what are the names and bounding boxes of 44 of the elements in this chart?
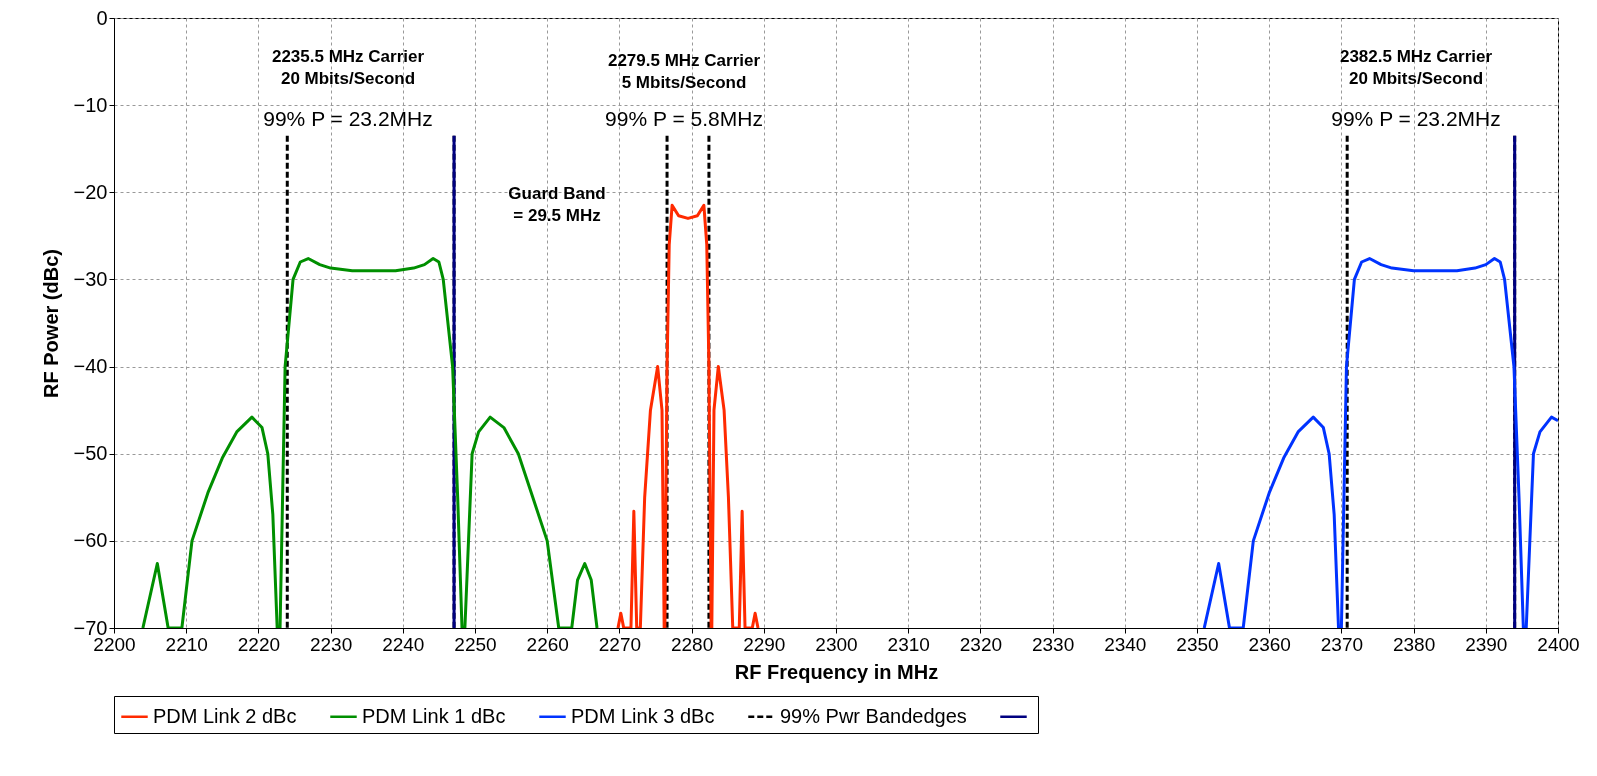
legend-label: PDM Link 1 dBc <box>362 704 506 727</box>
y-tick-label: −50 <box>73 442 108 465</box>
x-axis-title: RF Frequency in MHz <box>734 660 939 683</box>
x-tick-label: 2350 <box>1176 633 1219 655</box>
y-tick-label: 0 <box>96 6 108 29</box>
x-tick-label: 2370 <box>1320 633 1364 655</box>
annotation: 99% P = 5.8MHz <box>605 107 763 130</box>
y-tick-label: −40 <box>73 355 108 378</box>
y-tick-label: −60 <box>73 529 108 552</box>
x-tick-label: 2380 <box>1392 633 1436 655</box>
x-tick-label: 2260 <box>526 633 569 655</box>
annotation: 99% P = 23.2MHz <box>1331 107 1501 130</box>
y-tick-label: −10 <box>73 93 108 116</box>
x-tick-label: 2230 <box>309 633 353 655</box>
x-tick-label: 2290 <box>743 633 786 655</box>
x-tick-label: 2300 <box>815 633 858 655</box>
annotation: 99% P = 23.2MHz <box>263 107 433 130</box>
x-tick-label: 2240 <box>382 633 425 655</box>
x-tick-label: 2250 <box>454 633 497 655</box>
x-tick-label: 2280 <box>670 633 714 655</box>
annotation: 2235.5 MHz Carrier 20 Mbits/Second <box>271 47 425 88</box>
annotation: 2279.5 MHz Carrier 5 Mbits/Second <box>607 51 761 92</box>
line-series <box>616 203 760 628</box>
y-tick-label: −70 <box>73 616 108 639</box>
annotation: 2382.5 MHz Carrier 20 Mbits/Second <box>1339 47 1493 88</box>
line-series <box>141 257 599 628</box>
line-series <box>1202 257 1558 628</box>
y-tick-label: −30 <box>73 267 108 290</box>
x-tick-label: 2310 <box>887 633 930 655</box>
legend-label: 99% Pwr Bandedges <box>780 704 967 727</box>
x-tick-label: 2400 <box>1537 633 1580 655</box>
x-tick-label: 2360 <box>1248 633 1291 655</box>
y-tick-label: −20 <box>73 180 108 203</box>
x-tick-label: 2220 <box>237 633 281 655</box>
x-tick-label: 2320 <box>959 633 1003 655</box>
y-axis-title: RF Power (dBc) <box>39 249 62 398</box>
annotation: Guard Band = 29.5 MHz <box>508 184 606 225</box>
legend-label: PDM Link 2 dBc <box>153 704 297 727</box>
legend-label: PDM Link 3 dBc <box>571 704 715 727</box>
x-tick-label: 2340 <box>1104 633 1147 655</box>
x-tick-label: 2270 <box>598 633 642 655</box>
x-tick-label: 2210 <box>165 633 208 655</box>
x-tick-label: 2330 <box>1031 633 1075 655</box>
x-tick-label: 2390 <box>1465 633 1508 655</box>
